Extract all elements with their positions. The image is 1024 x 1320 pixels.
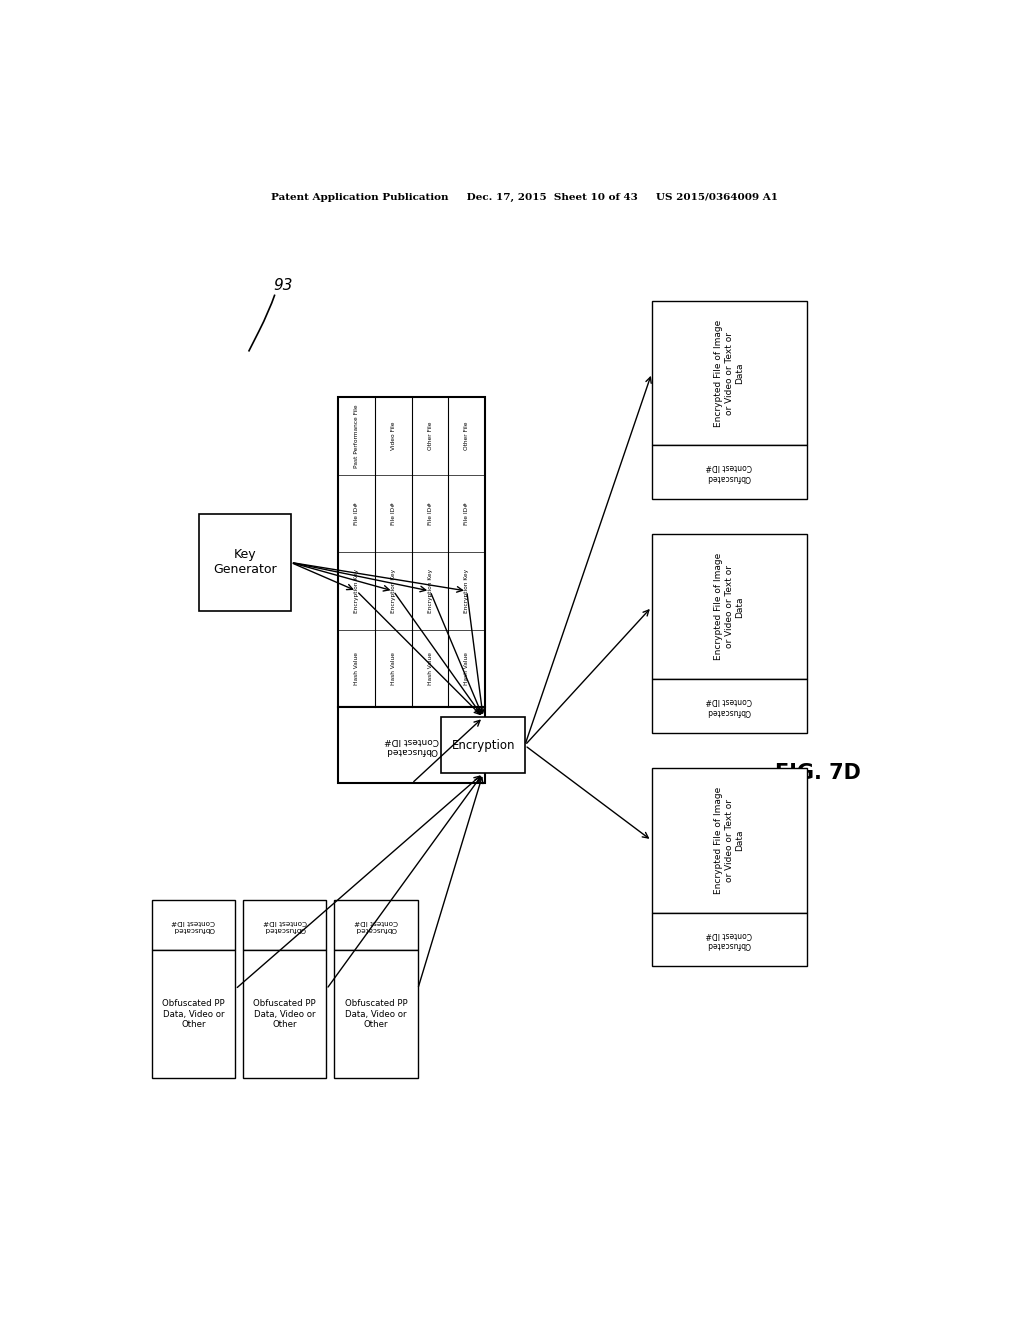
Bar xyxy=(652,768,807,913)
Bar xyxy=(652,680,807,733)
Text: Other File: Other File xyxy=(428,422,432,450)
Text: File ID#: File ID# xyxy=(354,502,359,525)
Bar xyxy=(338,397,485,708)
Bar xyxy=(652,301,807,445)
Text: Hash Value: Hash Value xyxy=(354,652,359,685)
Text: Encryption Key: Encryption Key xyxy=(464,569,469,612)
Text: Other File: Other File xyxy=(464,422,469,450)
Bar xyxy=(652,535,807,680)
Bar xyxy=(200,515,291,611)
Text: File ID#: File ID# xyxy=(391,502,396,525)
Text: Encryption Key: Encryption Key xyxy=(428,569,432,612)
Text: File ID#: File ID# xyxy=(464,502,469,525)
Text: Obfuscated PP
Data, Video or
Other: Obfuscated PP Data, Video or Other xyxy=(345,999,408,1030)
Text: Obfuscated
Contest ID#: Obfuscated Contest ID# xyxy=(706,931,753,949)
Text: Obfuscated
Contest ID#: Obfuscated Contest ID# xyxy=(171,919,215,932)
Text: File ID#: File ID# xyxy=(428,502,432,525)
Text: Hash Value: Hash Value xyxy=(428,652,432,685)
Bar xyxy=(338,708,485,784)
Text: Obfuscated
Contest ID#: Obfuscated Contest ID# xyxy=(384,735,439,755)
Text: Obfuscated PP
Data, Video or
Other: Obfuscated PP Data, Video or Other xyxy=(162,999,225,1030)
Text: Encryption Key: Encryption Key xyxy=(391,569,396,612)
Text: Patent Application Publication     Dec. 17, 2015  Sheet 10 of 43     US 2015/036: Patent Application Publication Dec. 17, … xyxy=(271,193,778,202)
Text: Hash Value: Hash Value xyxy=(464,652,469,685)
Text: Obfuscated PP
Data, Video or
Other: Obfuscated PP Data, Video or Other xyxy=(253,999,316,1030)
Bar xyxy=(243,900,327,950)
Text: Obfuscated
Contest ID#: Obfuscated Contest ID# xyxy=(706,696,753,715)
Text: Hash Value: Hash Value xyxy=(391,652,396,685)
Bar xyxy=(652,445,807,499)
Text: Video File: Video File xyxy=(391,422,396,450)
Bar xyxy=(243,950,327,1078)
Text: Obfuscated
Contest ID#: Obfuscated Contest ID# xyxy=(354,919,398,932)
Text: FIG. 7D: FIG. 7D xyxy=(775,763,861,783)
Text: Encrypted File of Image
or Video or Text or
Data: Encrypted File of Image or Video or Text… xyxy=(715,319,744,426)
Bar xyxy=(334,900,418,950)
Text: 93: 93 xyxy=(273,279,293,293)
Bar xyxy=(441,718,525,774)
Bar xyxy=(334,950,418,1078)
Text: Obfuscated
Contest ID#: Obfuscated Contest ID# xyxy=(706,462,753,482)
Text: Encrypted File of Image
or Video or Text or
Data: Encrypted File of Image or Video or Text… xyxy=(715,787,744,894)
Text: Obfuscated
Contest ID#: Obfuscated Contest ID# xyxy=(263,919,307,932)
Bar xyxy=(152,900,236,950)
Text: Key
Generator: Key Generator xyxy=(213,548,276,577)
Text: Encrypted File of Image
or Video or Text or
Data: Encrypted File of Image or Video or Text… xyxy=(715,553,744,660)
Text: Past Performance File: Past Performance File xyxy=(354,404,359,467)
Text: Encryption Key: Encryption Key xyxy=(354,569,359,612)
Bar xyxy=(152,950,236,1078)
Bar xyxy=(652,913,807,966)
Text: Encryption: Encryption xyxy=(452,739,515,752)
